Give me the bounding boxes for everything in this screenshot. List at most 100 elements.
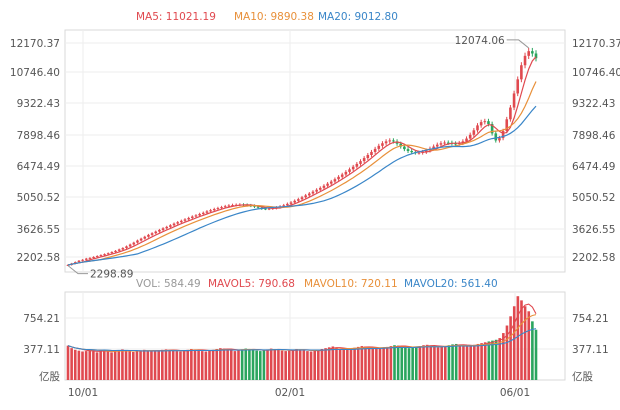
candle-body	[139, 238, 143, 241]
candle-body	[326, 183, 329, 186]
volume-bar	[458, 344, 462, 380]
volume-legend-entry: MAVOL10: 720.11	[304, 278, 398, 290]
x-tick-label: 10/01	[68, 387, 98, 399]
candle-body	[95, 256, 99, 258]
candle-body	[128, 244, 132, 247]
volume-tick-label-right: 754.21	[572, 313, 609, 325]
volume-bar	[161, 349, 164, 380]
volume-bar	[298, 349, 302, 380]
y-tick-label-right: 6474.49	[572, 161, 615, 173]
volume-bar	[505, 325, 509, 380]
candle-body	[253, 205, 256, 207]
volume-bar	[153, 351, 157, 380]
volume-bar	[342, 349, 346, 380]
candle-body	[443, 142, 446, 144]
volume-bar	[498, 338, 502, 380]
candle-body	[66, 264, 70, 266]
volume-bar	[273, 348, 277, 380]
candle-body	[392, 140, 395, 142]
candle-body	[523, 55, 527, 66]
candle-body	[435, 144, 439, 147]
candle-body	[201, 212, 205, 214]
candle-body	[161, 228, 165, 230]
volume-bar	[288, 350, 291, 380]
candle-body	[355, 163, 359, 167]
high-annotation-leader	[506, 39, 530, 49]
candle-body	[297, 199, 300, 201]
volume-bar	[407, 348, 411, 380]
volume-bar	[84, 351, 88, 380]
candle-body	[333, 179, 337, 182]
volume-bar	[193, 349, 197, 380]
volume-bar	[113, 351, 117, 380]
volume-bar	[229, 350, 233, 380]
volume-bar	[186, 349, 190, 380]
volume-bar	[139, 350, 142, 380]
volume-bar	[349, 348, 353, 380]
candle-body	[267, 208, 271, 210]
volume-bar	[494, 339, 498, 380]
volume-bar	[414, 346, 418, 380]
volume-bar	[106, 351, 110, 380]
candle-body	[125, 246, 128, 249]
candle-body	[264, 208, 267, 210]
candle-body	[147, 234, 150, 237]
volume-bar	[124, 350, 128, 380]
volume-bar	[483, 342, 487, 380]
candle-body	[300, 197, 304, 200]
volume-bar	[132, 351, 135, 380]
candle-body	[505, 119, 509, 132]
volume-bar	[324, 348, 327, 380]
candle-body	[209, 210, 212, 212]
candle-body	[308, 193, 311, 196]
candle-body	[92, 256, 95, 258]
candle-body	[366, 154, 370, 159]
volume-bar	[440, 346, 443, 380]
candle-body	[304, 195, 307, 198]
volume-bar	[302, 350, 306, 380]
candle-body	[106, 253, 110, 255]
high-annotation: 12074.06	[455, 35, 505, 47]
ma20-line	[67, 105, 537, 266]
volume-bar	[92, 351, 95, 380]
volume-bar	[502, 333, 505, 380]
candle-body	[461, 141, 465, 144]
volume-bar	[444, 346, 447, 380]
candle-body	[231, 205, 234, 207]
volume-bar	[473, 344, 476, 380]
volume-bar	[77, 350, 81, 380]
candle-body	[417, 152, 421, 154]
candle-body	[439, 143, 443, 145]
volume-bar	[244, 348, 248, 380]
volume-bar	[200, 351, 204, 380]
volume-bar	[356, 346, 360, 380]
volume-bar	[215, 348, 219, 380]
volume-bar	[146, 350, 150, 380]
volume-bar	[179, 351, 182, 380]
candle-body	[370, 151, 373, 155]
candle-body	[344, 171, 348, 175]
volume-bar	[88, 350, 92, 380]
candle-body	[487, 121, 490, 124]
volume-bar	[280, 350, 284, 380]
volume-bar	[142, 349, 146, 380]
volume-bar	[237, 350, 240, 380]
volume-bar	[469, 345, 472, 380]
candle-body	[121, 248, 125, 250]
volume-bar	[150, 351, 153, 380]
y-tick-label-left: 5050.52	[17, 192, 60, 204]
candle-body	[359, 161, 362, 164]
volume-bar	[429, 345, 433, 380]
candle-body	[84, 258, 88, 260]
volume-bar	[102, 349, 106, 380]
candle-body	[286, 203, 289, 206]
volume-bar	[66, 345, 70, 380]
candle-body	[362, 158, 366, 162]
volume-bar	[226, 349, 229, 380]
volume-bar	[389, 346, 393, 380]
candle-body	[490, 123, 494, 134]
y-tick-label-right: 9322.43	[572, 98, 615, 110]
volume-bar	[135, 351, 139, 380]
